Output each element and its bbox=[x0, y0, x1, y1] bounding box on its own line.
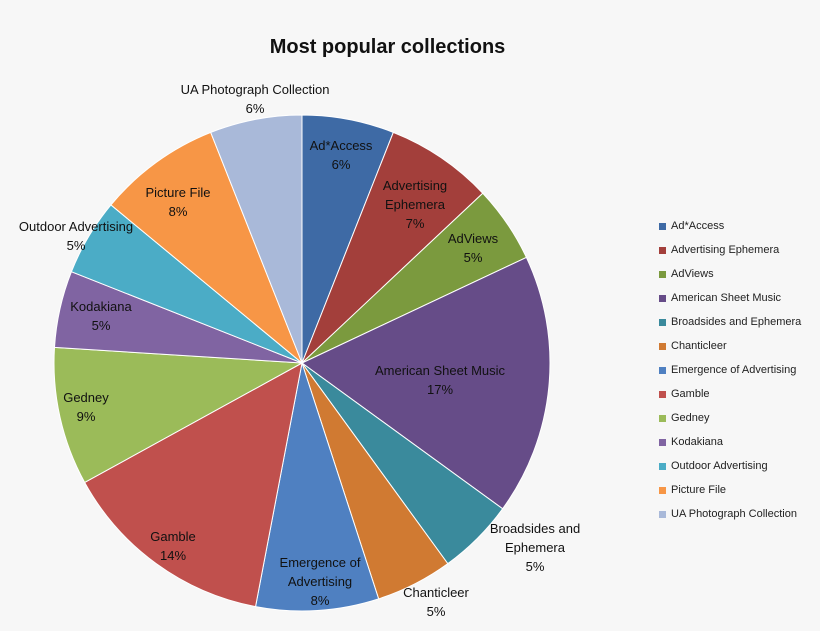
legend-item-kodakiana: Kodakiana bbox=[659, 430, 819, 454]
legend-item-picture-file: Picture File bbox=[659, 478, 819, 502]
legend-swatch bbox=[659, 294, 666, 302]
legend-item-ad-access: Ad*Access bbox=[659, 214, 819, 238]
legend-swatch bbox=[659, 270, 666, 278]
legend-label: Broadsides and Ephemera bbox=[671, 316, 802, 328]
legend-item-broadsides-and-ephemera: Broadsides and Ephemera bbox=[659, 310, 819, 334]
legend-label: UA Photograph Collection bbox=[671, 508, 797, 520]
slice-label-advertising-ephemera: Advertising Ephemera 7% bbox=[383, 178, 447, 231]
slice-label-broadsides-and-ephemera: Broadsides and Ephemera 5% bbox=[490, 521, 580, 574]
pie-slice-picture-file bbox=[110, 131, 303, 364]
legend-swatch bbox=[659, 510, 666, 518]
legend-item-adviews: AdViews bbox=[659, 262, 819, 286]
slice-label-american-sheet-music: American Sheet Music 17% bbox=[375, 363, 506, 397]
legend-label: Outdoor Advertising bbox=[671, 460, 768, 472]
legend-swatch bbox=[659, 486, 666, 494]
legend-item-gamble: Gamble bbox=[659, 382, 819, 406]
pie-slice-gamble bbox=[83, 362, 303, 608]
slice-label-gedney: Gedney 9% bbox=[63, 390, 109, 424]
legend-label: Emergence of Advertising bbox=[671, 364, 797, 376]
legend-swatch bbox=[659, 366, 666, 374]
legend-label: Gedney bbox=[671, 412, 710, 424]
pie-slice-american-sheet-music bbox=[301, 256, 551, 510]
legend-item-american-sheet-music: American Sheet Music bbox=[659, 286, 819, 310]
legend-label: Ad*Access bbox=[671, 220, 725, 232]
slice-label-outdoor-advertising: Outdoor Advertising 5% bbox=[19, 219, 133, 253]
slice-label-emergence-of-advertising: Emergence of Advertising 8% bbox=[280, 555, 361, 608]
pie-slice-ua-photograph-collection bbox=[210, 114, 303, 364]
legend-swatch bbox=[659, 462, 666, 470]
legend-label: Advertising Ephemera bbox=[671, 244, 780, 256]
legend-swatch bbox=[659, 342, 666, 350]
legend-item-outdoor-advertising: Outdoor Advertising bbox=[659, 454, 819, 478]
slice-label-kodakiana: Kodakiana 5% bbox=[70, 299, 132, 333]
pie-slice-emergence-of-advertising bbox=[254, 362, 380, 612]
slice-label-picture-file: Picture File 8% bbox=[145, 185, 210, 219]
legend-label: AdViews bbox=[671, 268, 714, 280]
legend-label: Chanticleer bbox=[671, 340, 727, 352]
legend-swatch bbox=[659, 246, 666, 254]
slice-label-ua-photograph-collection: UA Photograph Collection 6% bbox=[181, 82, 330, 116]
legend-item-chanticleer: Chanticleer bbox=[659, 334, 819, 358]
legend-label: Kodakiana bbox=[671, 436, 723, 448]
legend-swatch bbox=[659, 318, 666, 326]
legend-swatch bbox=[659, 438, 666, 446]
slice-label-gamble: Gamble 14% bbox=[150, 529, 196, 563]
pie-slice-advertising-ephemera bbox=[301, 131, 484, 364]
legend-swatch bbox=[659, 390, 666, 398]
slice-label-adviews: AdViews 5% bbox=[448, 231, 499, 265]
chart-title: Most popular collections bbox=[269, 36, 506, 58]
legend: Ad*Access Advertising Ephemera AdViews Amer… bbox=[659, 214, 819, 526]
legend-label: Gamble bbox=[671, 388, 710, 400]
legend-item-emergence-of-advertising: Emergence of Advertising bbox=[659, 358, 819, 382]
pie-slice-gedney bbox=[53, 346, 304, 484]
legend-item-gedney: Gedney bbox=[659, 406, 819, 430]
legend-label: Picture File bbox=[671, 484, 727, 496]
legend-label: American Sheet Music bbox=[671, 292, 782, 304]
slice-label-ad-access: Ad*Access 6% bbox=[310, 138, 373, 172]
legend-item-advertising-ephemera: Advertising Ephemera bbox=[659, 238, 819, 262]
legend-swatch bbox=[659, 222, 666, 230]
legend-swatch bbox=[659, 414, 666, 422]
legend-item-ua-photograph-collection: UA Photograph Collection bbox=[659, 502, 819, 526]
slice-label-chanticleer: Chanticleer 5% bbox=[403, 585, 469, 619]
